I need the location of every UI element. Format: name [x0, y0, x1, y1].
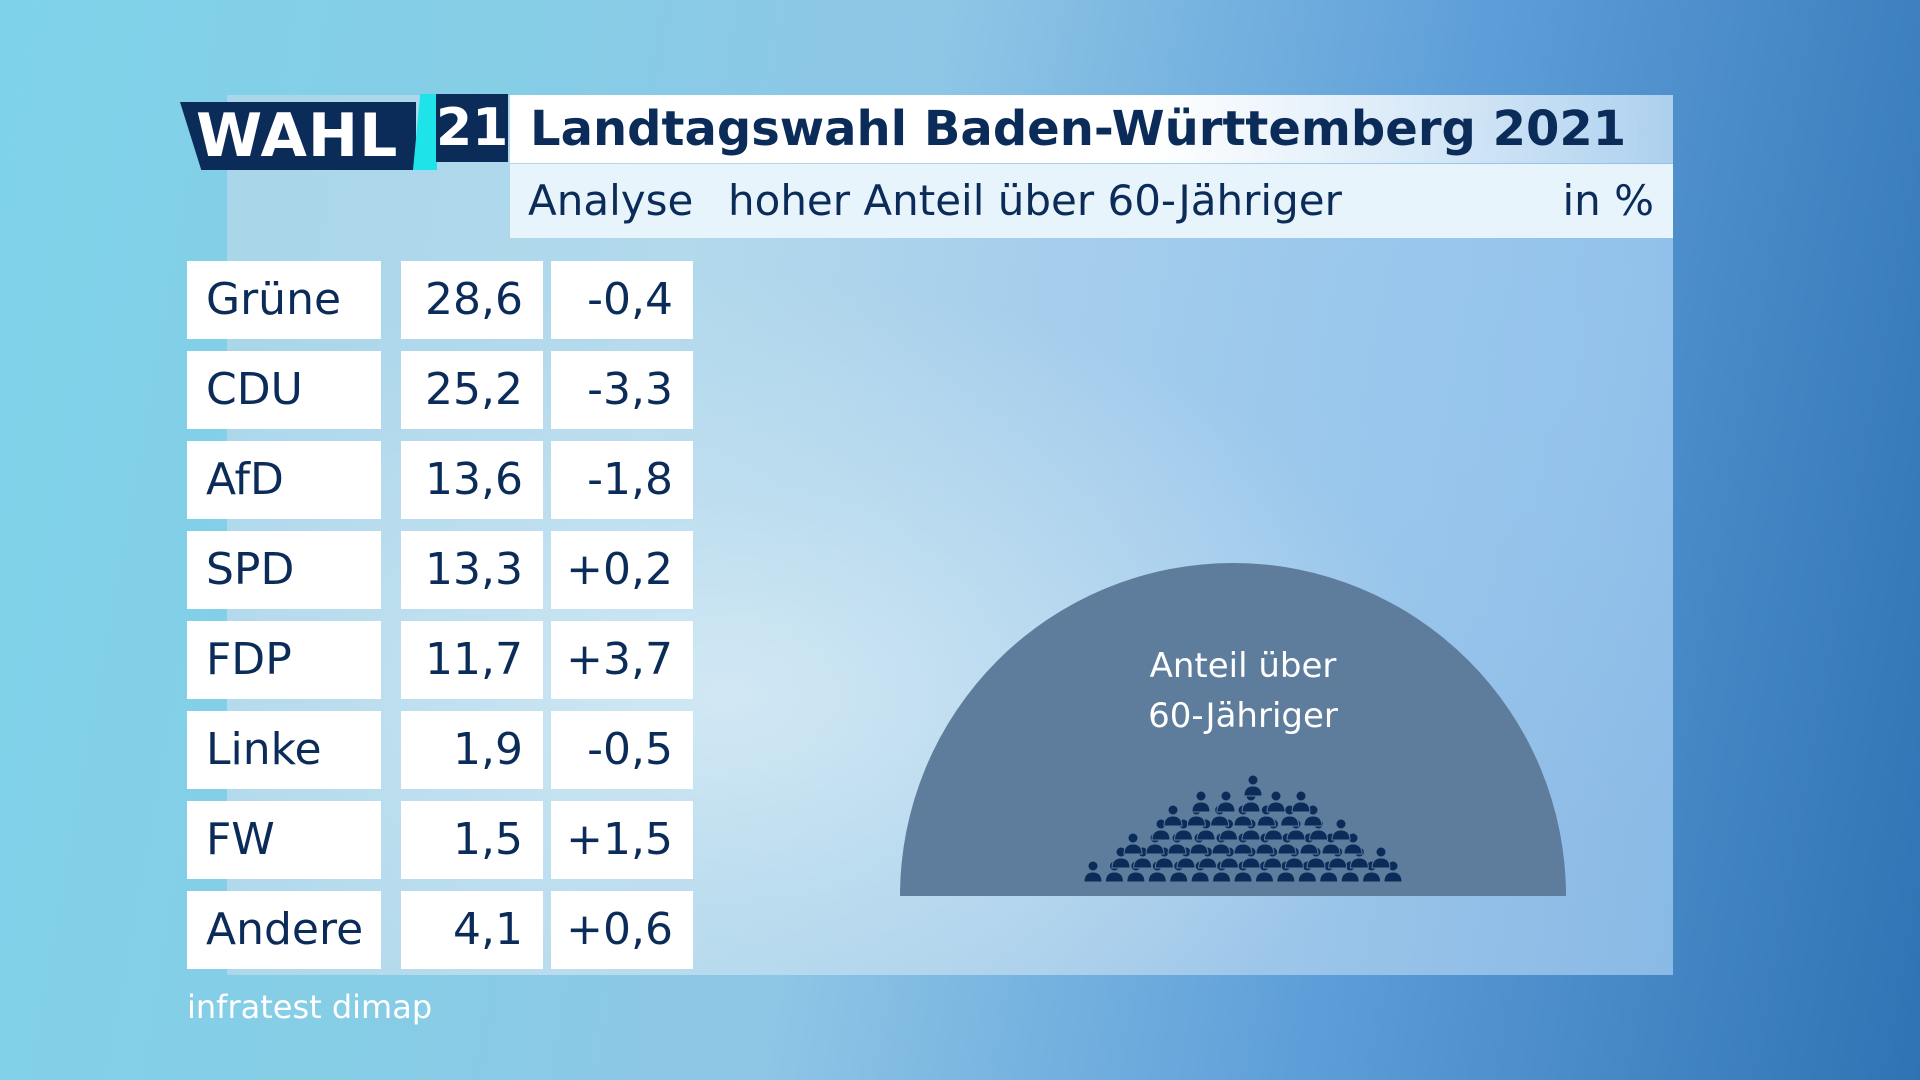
party-cell: FW: [187, 801, 381, 879]
person-icon: [1216, 790, 1236, 813]
person-icon: [1291, 790, 1311, 813]
dome-illustration: Anteil über 60-Jähriger: [900, 563, 1566, 896]
value-cell: 25,2: [401, 351, 543, 429]
page-title: Landtagswahl Baden-Württemberg 2021: [530, 101, 1627, 157]
unit-label: in %: [1562, 176, 1654, 225]
dome-shape: [900, 563, 1566, 896]
person-icon: [1321, 832, 1341, 855]
value-cell: 28,6: [401, 261, 543, 339]
value-cell: 13,3: [401, 531, 543, 609]
subtitle-label: Analyse: [528, 176, 694, 225]
person-icon: [1343, 832, 1363, 855]
value-cell: 11,7: [401, 621, 543, 699]
value-cell: 13,6: [401, 441, 543, 519]
change-cell: +1,5: [551, 801, 693, 879]
person-icon: [1163, 804, 1183, 827]
title-bar: [510, 95, 1673, 163]
value-cell: 4,1: [401, 891, 543, 969]
dome-label-line1: Anteil über: [1150, 646, 1337, 686]
party-cell: AfD: [187, 441, 381, 519]
subtitle: hoher Anteil über 60-Jähriger: [728, 176, 1342, 225]
person-icon: [1191, 790, 1211, 813]
person-icon: [1371, 846, 1391, 869]
change-cell: -1,8: [551, 441, 693, 519]
party-cell: Andere: [187, 891, 381, 969]
people-crowd-icon: [1083, 774, 1403, 883]
party-cell: CDU: [187, 351, 381, 429]
value-cell: 1,9: [401, 711, 543, 789]
wahl-logo: WAHL: [180, 102, 416, 170]
change-cell: +0,6: [551, 891, 693, 969]
change-cell: +3,7: [551, 621, 693, 699]
person-icon: [1266, 790, 1286, 813]
party-cell: Grüne: [187, 261, 381, 339]
party-cell: Linke: [187, 711, 381, 789]
value-cell: 1,5: [401, 801, 543, 879]
change-cell: -0,4: [551, 261, 693, 339]
subtitle-bar: [510, 164, 1673, 238]
change-cell: +0,2: [551, 531, 693, 609]
person-icon: [1243, 774, 1263, 797]
person-icon: [1331, 818, 1351, 841]
party-cell: SPD: [187, 531, 381, 609]
party-cell: FDP: [187, 621, 381, 699]
person-icon: [1083, 860, 1103, 883]
change-cell: -3,3: [551, 351, 693, 429]
source-credit: infratest dimap: [187, 988, 433, 1026]
dome-label-line2: 60-Jähriger: [1148, 696, 1338, 736]
person-icon: [1123, 832, 1143, 855]
change-cell: -0,5: [551, 711, 693, 789]
logo-year: 21: [436, 94, 508, 162]
